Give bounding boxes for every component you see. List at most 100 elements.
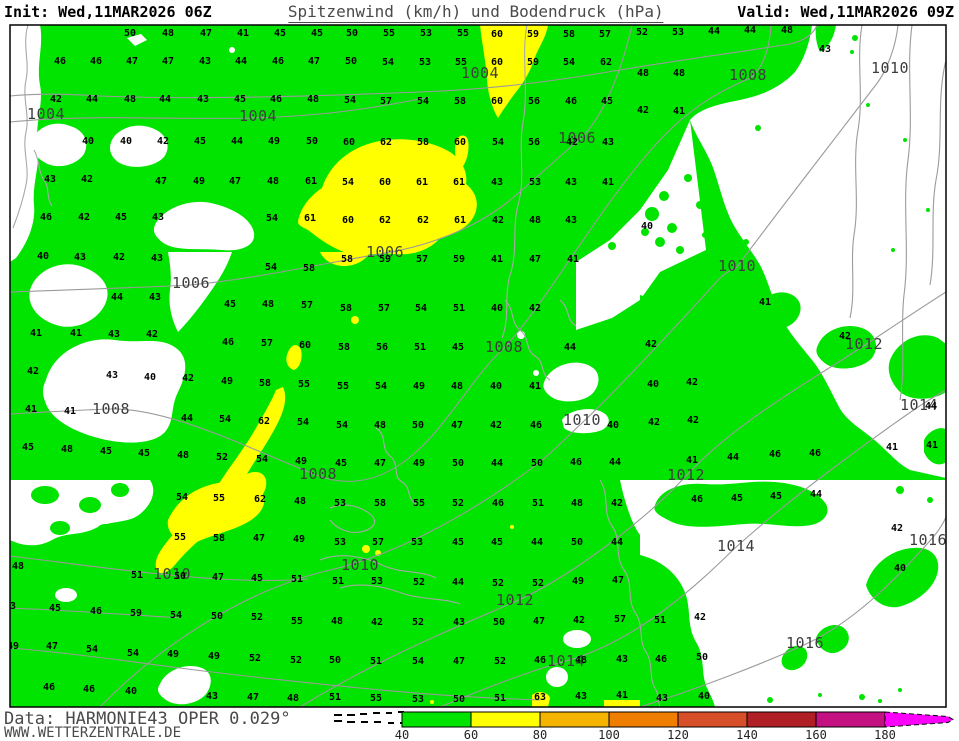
pressure-label: 1012	[667, 466, 705, 484]
wind-value: 45	[138, 448, 150, 459]
wind-value: 55	[457, 28, 469, 39]
wind-value: 61	[453, 177, 465, 188]
wind-value: 48	[637, 68, 649, 79]
wind-value: 42	[648, 417, 660, 428]
wind-value: 41	[886, 442, 898, 453]
wind-value: 43	[602, 137, 614, 148]
wind-value: 57	[599, 29, 611, 40]
wind-value: 43	[575, 691, 587, 702]
wind-value: 47	[247, 692, 259, 703]
wind-values: 50 48 47 41 45 45 50 55 53 55 60 59 58 57 52 53 44 44 48 43…	[4, 25, 938, 705]
wind-value: 48	[12, 561, 24, 572]
wind-value: 47	[229, 176, 241, 187]
wind-value: 56	[528, 96, 540, 107]
wind-value: 42	[694, 612, 706, 623]
wind-value: 41	[602, 177, 614, 188]
wind-value: 49	[413, 458, 425, 469]
coastlines-borders	[12, 25, 661, 707]
wind-value: 46	[809, 448, 821, 459]
wind-value: 44	[925, 401, 937, 412]
wind-value: 58	[454, 96, 466, 107]
wind-value: 42	[50, 94, 62, 105]
wind-value: 42	[645, 339, 657, 350]
wind-value: 50	[571, 537, 583, 548]
wind-value: 44	[159, 94, 171, 105]
wind-value: 46	[83, 684, 95, 695]
wind-value: 43	[197, 94, 209, 105]
wind-value: 52	[494, 656, 506, 667]
wind-value: 47	[374, 458, 386, 469]
wind-value: 52	[636, 27, 648, 38]
wind-value: 44	[491, 458, 503, 469]
wind-value: 44	[744, 25, 756, 36]
wind-value: 47	[253, 533, 265, 544]
wind-value: 42	[839, 331, 851, 342]
pressure-label: 1010	[341, 556, 379, 574]
wind-value: 48	[162, 28, 174, 39]
pressure-label: 1010	[871, 59, 909, 77]
wind-value: 43	[106, 370, 118, 381]
wind-value: 58	[338, 342, 350, 353]
wind-value: 48	[262, 299, 274, 310]
wind-value: 57	[261, 338, 273, 349]
wind-value: 60	[342, 215, 354, 226]
wind-value: 42	[566, 137, 578, 148]
wind-value: 41	[567, 254, 579, 265]
wind-value: 41	[70, 328, 82, 339]
wind-value: 50	[452, 458, 464, 469]
wind-value: 51	[414, 342, 426, 353]
wind-value: 44	[564, 342, 576, 353]
wind-value: 45	[601, 96, 613, 107]
wind-value: 50	[531, 458, 543, 469]
wind-value: 46	[270, 94, 282, 105]
wind-value: 46	[43, 682, 55, 693]
wind-value: 42	[611, 498, 623, 509]
wind-value: 48	[177, 450, 189, 461]
wind-value: 43	[565, 177, 577, 188]
pressure-label: 1006	[366, 243, 404, 261]
wind-value: 43	[4, 601, 16, 612]
wind-value: 54	[563, 57, 575, 68]
header: Init: Wed,11MAR2026 06Z Spitzenwind (km/…	[0, 0, 959, 25]
wind-value: 60	[454, 137, 466, 148]
wind-value: 40	[82, 136, 94, 147]
wind-value: 47	[200, 28, 212, 39]
wind-value: 41	[30, 328, 42, 339]
wind-value: 59	[453, 254, 465, 265]
wind-value: 57	[614, 614, 626, 625]
wind-value: 45	[251, 573, 263, 584]
wind-value: 60	[491, 57, 503, 68]
wind-value: 45	[311, 28, 323, 39]
wind-value: 56	[528, 137, 540, 148]
wind-value: 44	[810, 489, 822, 500]
wind-value: 53	[419, 57, 431, 68]
wind-value: 48	[124, 94, 136, 105]
wind-value: 40	[144, 372, 156, 383]
isobars	[10, 25, 946, 707]
pressure-label: 1008	[729, 66, 767, 84]
pressure-label: 1010	[153, 565, 191, 583]
pressure-label: 1010	[563, 411, 601, 429]
wind-value: 54	[415, 303, 427, 314]
wind-value: 48	[287, 693, 299, 704]
wind-value: 55	[174, 532, 186, 543]
wind-value: 54	[375, 381, 387, 392]
wind-value: 60	[491, 29, 503, 40]
wind-value: 51	[654, 615, 666, 626]
wind-value: 62	[254, 494, 266, 505]
wind-value: 42	[573, 615, 585, 626]
wind-value: 47	[212, 572, 224, 583]
wind-value: 53	[529, 177, 541, 188]
wind-value: 52	[452, 498, 464, 509]
wind-value: 59	[130, 608, 142, 619]
wind-value: 42	[891, 523, 903, 534]
wind-value: 50	[453, 694, 465, 705]
wind-field-yellow	[155, 25, 640, 707]
wind-value: 55	[383, 28, 395, 39]
wind-value: 48	[294, 496, 306, 507]
wind-value: 57	[301, 300, 313, 311]
wind-value: 46	[565, 96, 577, 107]
wind-value: 44	[708, 26, 720, 37]
pressure-label: 1008	[92, 400, 130, 418]
wind-value: 45	[731, 493, 743, 504]
